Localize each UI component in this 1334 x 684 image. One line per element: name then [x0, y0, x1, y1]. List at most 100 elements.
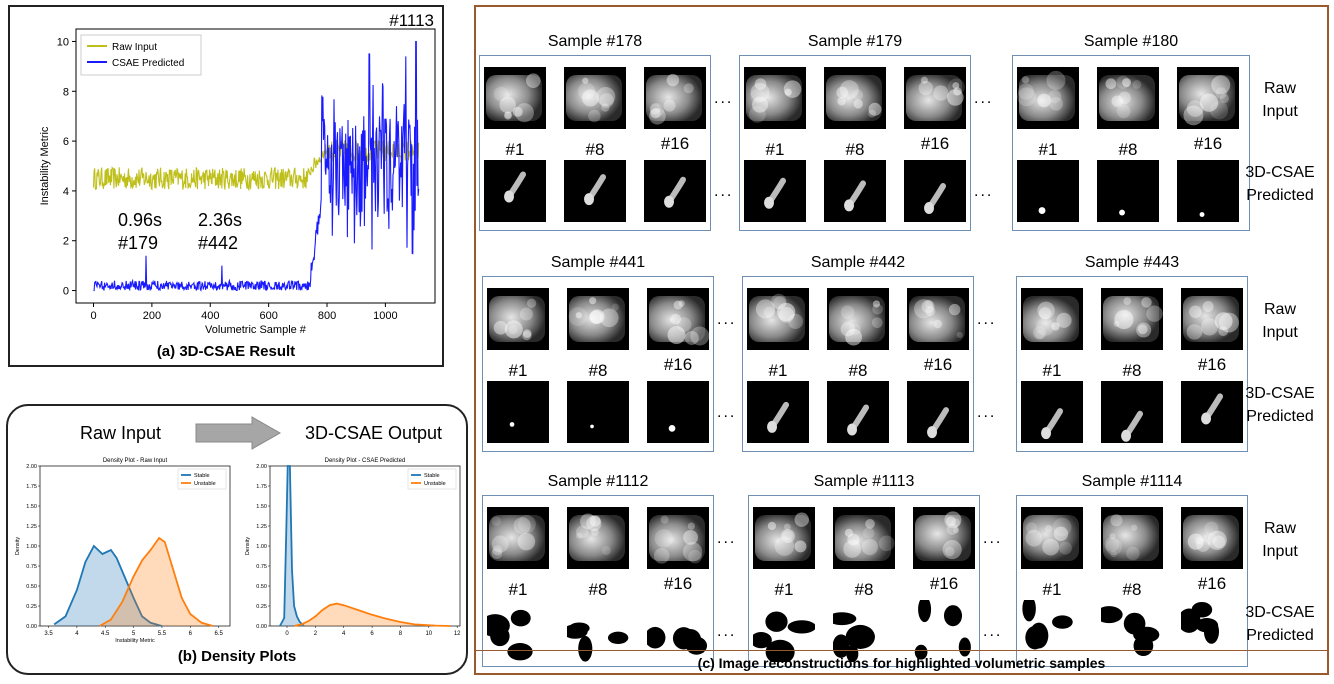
y-tick-label: 0	[63, 286, 69, 298]
x-tick-label: 10	[425, 631, 432, 636]
raw-input-heading: Raw Input	[80, 423, 162, 443]
sample-title: Sample #442	[810, 254, 906, 271]
panel-a-caption: (a) 3D-CSAE Result	[156, 343, 296, 360]
csae-predicted-frame-image	[647, 600, 709, 662]
legend-box	[80, 34, 202, 76]
frame-number-label: #8	[854, 580, 874, 599]
raw-input-frame-image	[1097, 67, 1159, 129]
y-tick-label: 1.75	[26, 484, 37, 490]
sample-title: Sample #1114	[1081, 473, 1183, 490]
annotation-sample-442: #442	[198, 233, 239, 253]
frame-number-label: #8	[585, 140, 605, 159]
raw-input-frame-image	[747, 288, 809, 350]
raw-input-frame-image	[824, 67, 886, 129]
pred-label-line2: Predicted	[1246, 627, 1314, 644]
ellipsis-separator: ...	[977, 404, 997, 421]
sample-title: Sample #443	[1084, 254, 1180, 271]
csae-predicted-frame-image	[824, 160, 886, 222]
y-tick-label: 2.00	[26, 464, 37, 470]
plot-frame	[269, 465, 461, 627]
raw-input-frame-image	[487, 288, 549, 350]
pred-label-line1: 3D-CSAE	[1245, 164, 1315, 181]
predicted-row-label: 3D-CSAE Predicted	[1240, 161, 1320, 207]
legend-box	[407, 468, 457, 490]
raw-input-frame-image	[1101, 288, 1163, 350]
x-tick-label: 5.5	[158, 631, 167, 637]
panel-b-density-plots: Raw Input 3D-CSAE Output Density Plot - …	[6, 404, 468, 675]
series-line-1	[93, 40, 420, 292]
density-plot-raw-input: Density Plot - Raw Input 3.5 4 4.5 5 5.5 6 6.5 0…	[15, 458, 231, 644]
frame-number-label: #8	[845, 140, 865, 159]
frame-number-label: #16	[663, 355, 693, 374]
y-axis-label: Density	[15, 537, 21, 556]
frame-number-label: #1	[1038, 140, 1058, 159]
sample-title: Sample #180	[1083, 33, 1179, 50]
raw-input-frame-image	[647, 507, 709, 569]
density-area-stable	[54, 546, 162, 626]
frame-number-label: #16	[1193, 134, 1223, 153]
frame-number-label: #8	[1122, 580, 1142, 599]
csae-predicted-frame-image	[567, 381, 629, 443]
x-axis-label: Instability Metric	[115, 638, 155, 644]
csae-predicted-frame-image	[1101, 600, 1163, 662]
raw-input-row-label: Raw Input	[1240, 517, 1320, 563]
csae-predicted-frame-image	[1101, 381, 1163, 443]
arrow-right-icon	[195, 416, 282, 450]
panel-b-caption: (b) Density Plots	[177, 648, 297, 665]
csae-predicted-frame-image	[833, 600, 895, 662]
raw-input-row-label: Raw Input	[1240, 77, 1320, 123]
csae-output-heading: 3D-CSAE Output	[305, 423, 443, 443]
x-tick-label: 0	[90, 310, 96, 322]
frame-number-label: #16	[1197, 355, 1227, 374]
ellipsis-separator: ...	[974, 183, 994, 200]
raw-input-frame-image	[744, 67, 806, 129]
frame-number-label: #8	[1122, 361, 1142, 380]
x-tick-label: 6	[370, 631, 374, 636]
csae-predicted-frame-image	[1181, 600, 1243, 662]
raw-input-frame-image	[913, 507, 975, 569]
frame-number-label: #1	[774, 580, 794, 599]
csae-predicted-frame-image	[1177, 160, 1239, 222]
frame-number-label: #1	[765, 140, 785, 159]
frame-number-label: #16	[929, 574, 959, 593]
pred-label-line2: Predicted	[1246, 187, 1314, 204]
raw-input-frame-image	[567, 507, 629, 569]
y-axis-label: Instability Metric	[39, 126, 51, 205]
ellipsis-separator: ...	[714, 90, 734, 107]
frame-number-label: #1	[768, 361, 788, 380]
x-tick-label: 4	[75, 631, 79, 637]
sample-group-box	[479, 55, 711, 231]
sample-title: Sample #1113	[813, 473, 915, 490]
y-tick-label: 0.50	[26, 584, 37, 590]
raw-input-frame-image	[833, 507, 895, 569]
x-tick-label: 800	[318, 310, 336, 322]
ellipsis-separator: ...	[714, 183, 734, 200]
x-tick-label: 12	[454, 631, 461, 636]
frame-number-label: #1	[508, 580, 528, 599]
predicted-row-label: 3D-CSAE Predicted	[1240, 382, 1320, 428]
x-tick-label: 8	[399, 631, 403, 636]
y-tick-label: 0.75	[26, 564, 37, 570]
y-tick-label: 0.50	[256, 584, 267, 590]
density-line-unstable	[293, 602, 451, 627]
raw-input-frame-image	[1181, 507, 1243, 569]
predicted-row-label: 3D-CSAE Predicted	[1240, 601, 1320, 647]
y-tick-label: 1.25	[256, 524, 267, 530]
frame-number-label: #16	[660, 134, 690, 153]
csae-predicted-frame-image	[753, 600, 815, 662]
y-axis-label: Density	[245, 537, 251, 556]
raw-input-frame-image	[647, 288, 709, 350]
raw-label-line2: Input	[1262, 103, 1298, 120]
sample-title: Sample #179	[807, 33, 903, 50]
raw-input-frame-image	[567, 288, 629, 350]
x-tick-label: 6.5	[214, 631, 223, 637]
y-tick-label: 0.00	[256, 624, 267, 630]
x-tick-label: 200	[143, 310, 161, 322]
y-tick-label: 10	[57, 36, 69, 48]
raw-label-line1: Raw	[1263, 301, 1296, 318]
csae-predicted-frame-image	[644, 160, 706, 222]
x-tick-label: 4.5	[101, 631, 110, 637]
y-tick-label: 1.75	[256, 484, 267, 490]
y-tick-label: 1.50	[256, 504, 267, 510]
raw-input-frame-image	[907, 288, 969, 350]
